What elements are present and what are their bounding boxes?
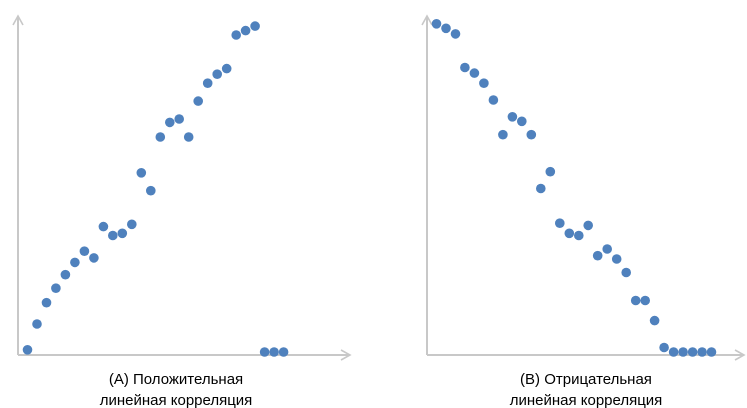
scatter-point xyxy=(621,267,631,278)
scatter-point xyxy=(469,68,480,78)
scatter-point xyxy=(687,347,698,357)
scatter-point xyxy=(460,62,470,73)
scatter-point xyxy=(202,78,213,88)
scatter-point xyxy=(592,250,603,261)
scatter-point xyxy=(51,283,61,294)
scatter-point xyxy=(602,244,612,254)
scatter-point xyxy=(555,218,565,228)
scatter-point xyxy=(231,30,241,40)
scatter-point xyxy=(174,114,184,124)
scatter-point xyxy=(278,347,289,357)
scatter-point xyxy=(117,228,128,239)
scatter-point xyxy=(640,295,650,306)
scatter-point xyxy=(659,342,669,353)
scatter-point xyxy=(127,219,137,230)
scatter-point xyxy=(41,297,52,308)
chart-positive-correlation: (A) Положительная линейная корреляция xyxy=(12,14,352,408)
scatter-point xyxy=(706,347,717,357)
scatter-point xyxy=(488,95,499,105)
scatter-point xyxy=(574,230,584,241)
scatter-point xyxy=(240,25,251,36)
scatter-point xyxy=(269,347,279,357)
caption-line-1: (B) Отрицательная xyxy=(520,371,652,388)
scatter-point xyxy=(517,116,527,127)
scatter-point xyxy=(212,69,222,79)
scatter-point xyxy=(583,220,593,231)
scatter-points xyxy=(22,21,289,357)
scatter-point xyxy=(697,347,707,357)
scatter-point xyxy=(89,253,99,263)
scatter-point xyxy=(250,21,260,31)
scatter-point xyxy=(649,315,660,326)
scatter-point xyxy=(536,183,546,194)
scatter-point xyxy=(165,117,175,128)
scatter-point xyxy=(259,347,270,357)
scatter-point xyxy=(526,129,537,140)
scatter-point xyxy=(678,347,688,357)
scatter-point xyxy=(183,132,194,142)
scatter-point xyxy=(60,269,71,280)
scatter-point xyxy=(70,257,80,268)
scatter-point xyxy=(450,29,461,39)
scatter-point xyxy=(668,347,679,357)
scatter-point xyxy=(630,295,641,306)
scatter-point xyxy=(479,78,489,88)
scatter-point xyxy=(498,129,508,140)
scatter-point xyxy=(32,319,42,329)
scatter-point xyxy=(507,112,518,122)
scatter-point xyxy=(193,96,203,106)
scatter-point xyxy=(136,168,147,178)
scatter-points xyxy=(431,19,717,357)
scatter-point xyxy=(431,19,442,29)
scatter-point xyxy=(545,166,556,177)
scatter-point xyxy=(441,23,451,34)
caption-line-2: линейная корреляция xyxy=(100,392,253,408)
scatter-point xyxy=(108,230,118,241)
scatter-point xyxy=(221,63,232,74)
caption-line-2: линейная корреляция xyxy=(510,392,663,408)
scatter-point xyxy=(22,345,33,355)
scatter-point xyxy=(155,132,166,142)
caption-line-1: (A) Положительная xyxy=(109,371,243,388)
scatter-point xyxy=(79,246,90,256)
scatter-point xyxy=(146,185,156,196)
scatter-point xyxy=(564,228,575,239)
scatter-point xyxy=(98,221,109,232)
chart-negative-correlation: (B) Отрицательная линейная корреляция xyxy=(421,14,746,408)
scatter-point xyxy=(611,254,622,264)
